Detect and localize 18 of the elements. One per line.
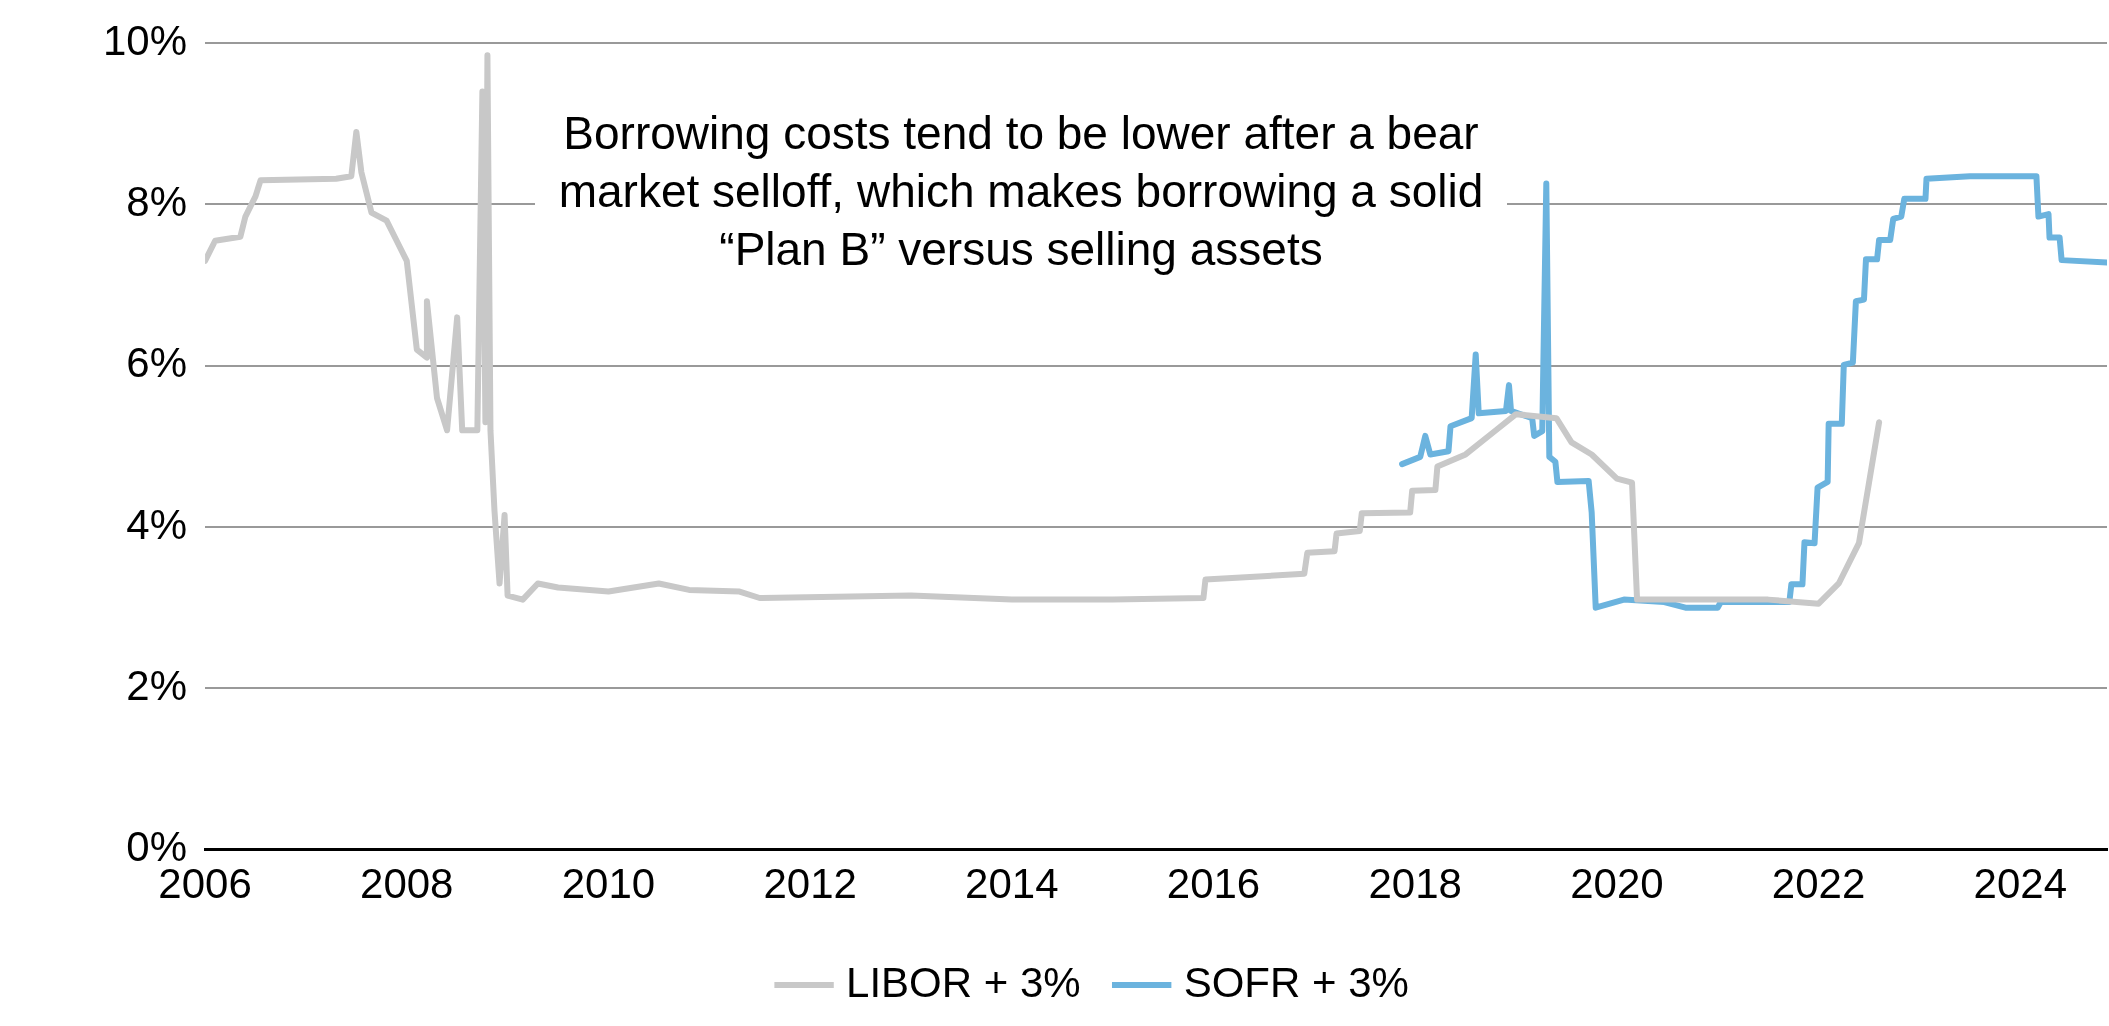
x-tick-label: 2024 [1973, 860, 2067, 908]
legend-label: SOFR + 3% [1183, 958, 1409, 1006]
legend-label: LIBOR + 3% [846, 958, 1081, 1006]
x-tick-label: 2008 [360, 860, 454, 908]
x-tick-label: 2006 [158, 860, 252, 908]
annotation: Borrowing costs tend to be lower after a bear market selloff, which makes borrowing a solid “Plan B” versus selling assets [557, 106, 1485, 277]
y-tick-label: 6% [126, 339, 188, 387]
x-tick-label: 2022 [1771, 860, 1866, 908]
x-tick-label: 2014 [965, 860, 1059, 908]
x-tick-label: 2010 [561, 860, 656, 908]
y-tick-label: 10% [103, 16, 188, 64]
x-tick-label: 2018 [1368, 860, 1462, 908]
x-tick-label: 2016 [1166, 860, 1261, 908]
x-tick-label: 2012 [763, 860, 857, 908]
y-tick-label: 4% [126, 500, 188, 548]
y-tick-label: 2% [126, 661, 188, 709]
x-tick-label: 2020 [1570, 860, 1664, 908]
y-tick-label: 8% [126, 178, 188, 226]
